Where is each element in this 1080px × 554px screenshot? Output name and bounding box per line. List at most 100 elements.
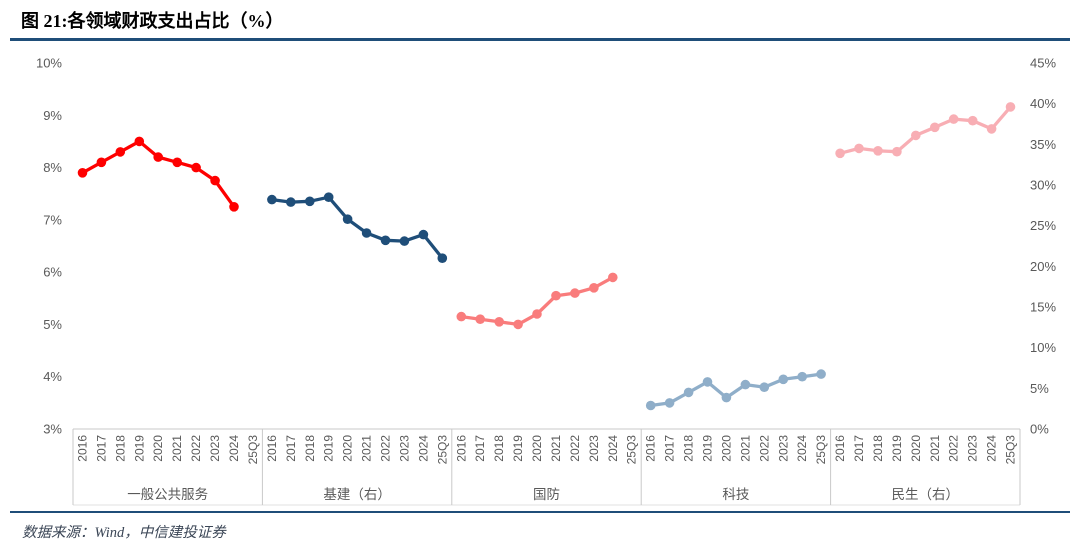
category-label: 2020 [151,435,165,462]
axis-tick-label-right: 0% [1030,422,1049,437]
data-point [948,114,959,124]
category-label: 2024 [606,435,620,462]
data-point [664,398,675,408]
category-label: 2018 [871,435,885,462]
series-line [649,372,823,408]
category-label: 2016 [454,435,468,462]
axis-tick-label-right: 10% [1030,340,1056,355]
data-point [286,197,296,207]
data-point [873,146,883,156]
data-point [816,369,826,379]
axis-tick-label-right: 15% [1030,300,1056,315]
category-label: 2024 [227,435,241,462]
axis-tick-label-left: 7% [43,212,62,227]
category-label: 2021 [170,435,184,462]
axis-tick-label-left: 4% [43,369,62,384]
data-point [229,202,239,212]
group-label: 基建（右） [323,486,391,502]
axis-tick-label-left: 5% [43,317,62,332]
data-point [361,228,372,238]
data-point [551,290,561,301]
category-label: 2018 [113,435,127,462]
data-point [456,311,467,322]
group-label: 科技 [722,487,750,502]
category-label: 2022 [757,435,771,462]
data-point [418,229,429,240]
category-label: 2024 [985,435,999,462]
category-label: 2024 [416,435,430,462]
data-point [645,400,656,411]
title-rule [10,38,1070,41]
series-line [80,139,236,209]
data-point [1005,102,1016,112]
data-point [323,192,334,202]
axis-tick-label-right: 30% [1030,178,1056,193]
data-point [608,272,618,283]
category-label: 2021 [738,435,752,462]
data-point [797,371,807,382]
data-point [911,130,921,141]
category-label: 25Q3 [1004,435,1018,465]
series-line [270,195,444,260]
data-point [77,168,88,178]
data-point [153,152,163,162]
category-label: 2017 [284,435,298,462]
category-label: 2016 [265,435,279,462]
data-point [967,115,978,126]
category-label: 2019 [132,435,146,462]
page-title: 图 21:各领域财政支出占比（%） [21,11,284,31]
data-point [835,148,845,159]
category-label: 2022 [568,435,582,462]
group-label: 国防 [533,487,560,502]
axis-tick-label-right: 45% [1030,56,1056,71]
category-label: 25Q3 [246,435,260,465]
category-label: 2020 [530,435,544,462]
data-point [475,314,486,325]
group-label: 一般公共服务 [127,487,208,502]
category-label: 25Q3 [435,435,449,465]
category-label: 2021 [928,435,942,462]
category-label: 2023 [776,435,790,462]
axis-tick-label-left: 8% [43,160,62,175]
category-label: 2018 [682,435,696,462]
series-line [838,105,1013,155]
category-label: 2024 [795,435,809,462]
category-label: 2021 [549,435,563,462]
data-point [892,146,902,157]
data-point [115,147,126,157]
category-label: 2019 [700,435,714,462]
category-label: 2021 [360,435,374,462]
category-label: 2020 [341,435,355,462]
axis-tick-label-right: 40% [1030,96,1056,111]
axis-tick-label-left: 3% [43,422,62,437]
data-point [305,196,315,207]
data-point [778,374,789,385]
category-label: 2019 [511,435,525,462]
axis-tick-label-right: 20% [1030,259,1056,274]
category-label: 2016 [75,435,89,462]
data-point [96,157,107,168]
axis-tick-label-left: 9% [43,108,62,123]
data-point [380,235,391,246]
data-point [172,157,182,168]
category-label: 25Q3 [814,435,828,465]
axis-tick-label-left: 10% [36,56,62,71]
data-point [570,288,580,298]
axis-tick-label-right: 35% [1030,137,1056,152]
data-point [267,194,277,205]
data-point [702,377,713,387]
category-label: 2023 [208,435,222,462]
chart-canvas: 10% 9% 8% 7% 6% 5% 4% 3% 45% 40% 35% 30% 25% 20% 15% 10… [36,56,1056,506]
category-label: 2017 [663,435,677,462]
category-label: 2023 [587,435,601,462]
category-label: 25Q3 [625,435,639,465]
category-label: 2022 [379,435,393,462]
data-point [721,392,732,403]
data-point [191,162,201,173]
category-label: 2020 [909,435,923,462]
data-point [930,122,940,133]
data-point [399,236,410,246]
category-label: 2018 [492,435,506,462]
data-point [532,309,542,319]
data-point [513,319,523,330]
